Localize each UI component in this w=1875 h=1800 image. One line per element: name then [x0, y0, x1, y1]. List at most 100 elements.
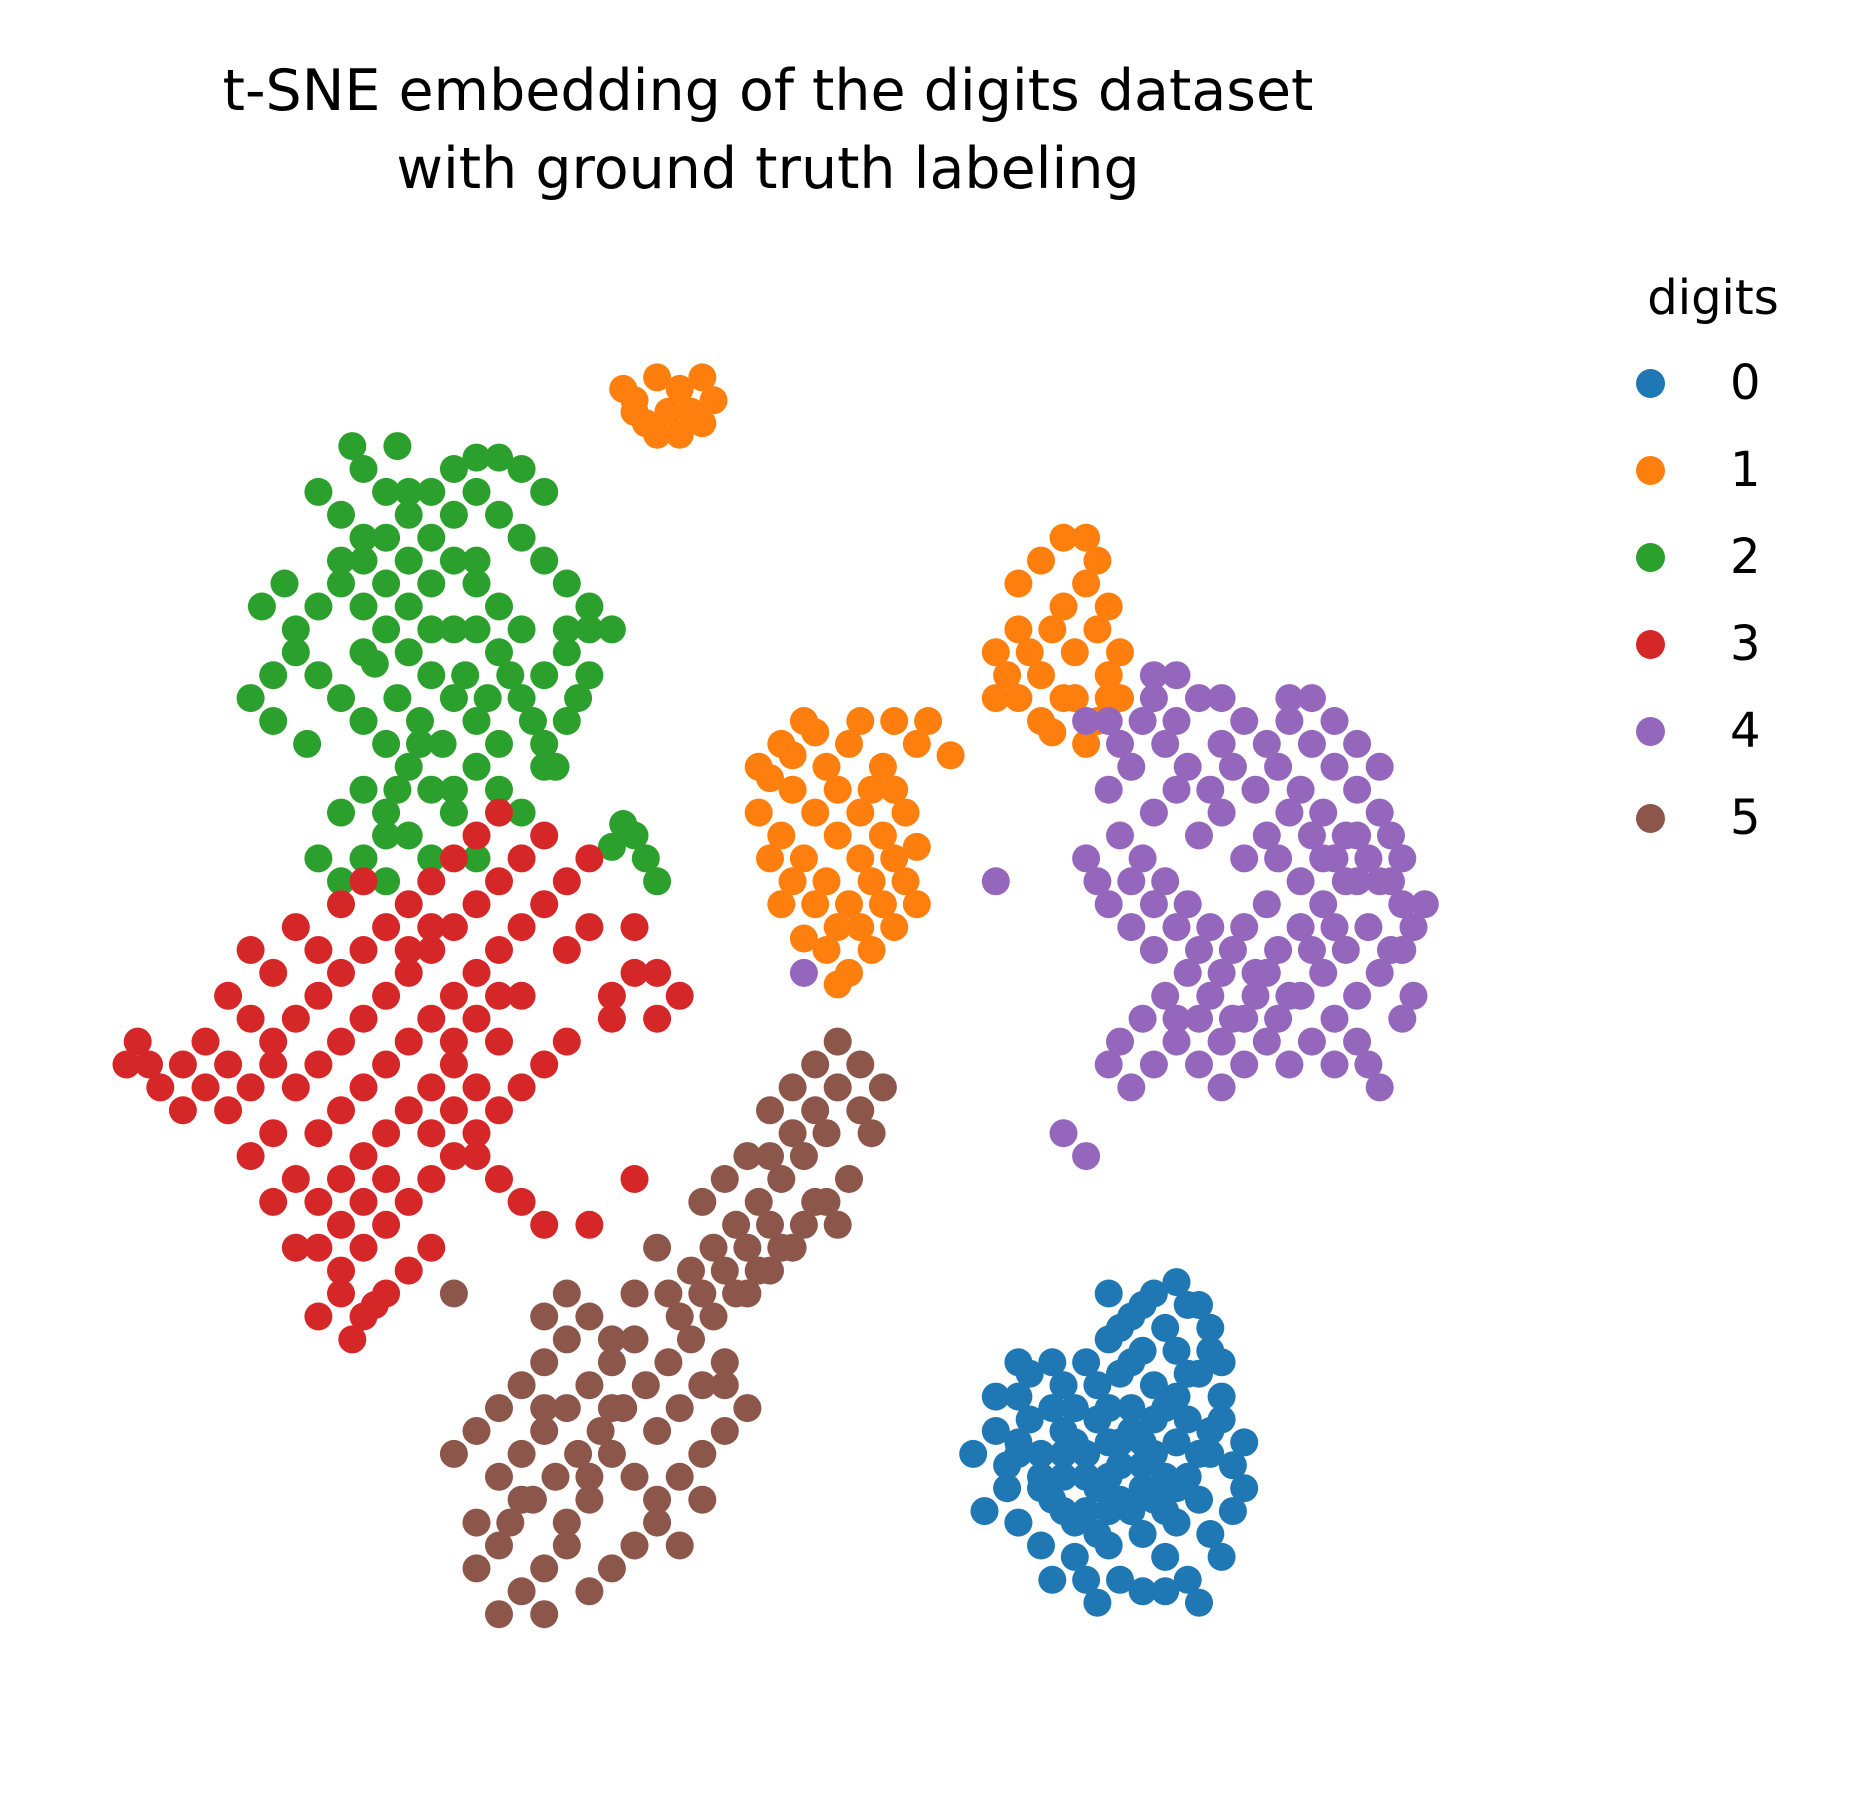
point-digit-1: [891, 798, 920, 827]
point-digit-4: [1207, 1027, 1236, 1056]
point-digit-0: [1083, 1588, 1112, 1617]
point-digit-2: [394, 500, 423, 529]
point-digit-2: [507, 615, 536, 644]
point-digit-2: [270, 569, 299, 598]
point-digit-3: [327, 1256, 355, 1285]
point-digit-3: [146, 1073, 175, 1102]
point-digit-1: [643, 363, 672, 392]
point-digit-0: [1139, 1371, 1168, 1400]
point-digit-2: [575, 661, 604, 690]
point-digit-4: [1185, 1004, 1213, 1033]
point-digit-2: [406, 707, 434, 735]
point-digit-5: [710, 1371, 739, 1400]
point-digit-3: [349, 867, 378, 896]
point-digit-3: [575, 1210, 604, 1239]
legend: digits 0 1 2 3 4 5: [1598, 268, 1828, 862]
point-digit-5: [643, 1233, 672, 1262]
point-digit-4: [1230, 913, 1259, 942]
point-digit-5: [688, 1485, 717, 1514]
point-digit-0: [1038, 1394, 1067, 1423]
point-digit-5: [597, 1394, 626, 1423]
point-digit-5: [597, 1439, 626, 1468]
point-digit-3: [439, 1050, 468, 1079]
series-1: [609, 363, 1134, 999]
point-digit-0: [1072, 1565, 1101, 1594]
point-digit-5: [643, 1485, 672, 1514]
point-digit-2: [439, 455, 468, 483]
point-digit-3: [327, 1165, 355, 1193]
point-digit-1: [1094, 661, 1123, 690]
point-digit-4: [1388, 1004, 1417, 1033]
point-digit-2: [631, 844, 660, 873]
point-digit-0: [1196, 1417, 1225, 1445]
point-digit-3: [281, 1233, 310, 1262]
point-digit-1: [936, 741, 965, 770]
point-digit-1: [778, 741, 807, 770]
point-digit-5: [733, 1394, 762, 1423]
point-digit-5: [756, 1096, 784, 1125]
point-digit-1: [1106, 638, 1134, 667]
point-digit-2: [439, 684, 468, 713]
point-digit-2: [394, 752, 423, 781]
point-digit-4: [1343, 981, 1372, 1010]
point-digit-4: [1162, 1004, 1191, 1033]
point-digit-5: [733, 1142, 762, 1171]
point-digit-2: [530, 661, 559, 690]
point-digit-4: [1264, 752, 1293, 781]
point-digit-5: [789, 1210, 818, 1239]
point-digit-4: [1410, 890, 1439, 919]
point-digit-5: [620, 1279, 649, 1308]
point-digit-2: [259, 661, 288, 690]
point-digit-3: [214, 1050, 243, 1079]
point-digit-1: [868, 890, 897, 919]
legend-entry-3: 3: [1598, 601, 1828, 688]
point-digit-5: [733, 1233, 762, 1262]
point-digit-4: [1162, 707, 1191, 735]
point-digit-1: [981, 638, 1010, 667]
point-digit-2: [417, 477, 446, 506]
point-digit-4: [1320, 1004, 1349, 1033]
point-digit-0: [1196, 1520, 1225, 1548]
point-digit-0: [1151, 1577, 1180, 1606]
point-digit-4: [1072, 1142, 1101, 1171]
point-digit-3: [123, 1027, 152, 1056]
point-digit-0: [1049, 1462, 1078, 1491]
point-digit-2: [327, 500, 355, 529]
point-digit-2: [451, 661, 480, 690]
point-digit-2: [349, 844, 378, 873]
point-digit-5: [631, 1371, 660, 1400]
point-digit-2: [327, 867, 355, 896]
point-digit-3: [349, 1004, 378, 1033]
point-digit-0: [1094, 1279, 1123, 1308]
point-digit-0: [1128, 1577, 1157, 1606]
point-digit-4: [1297, 684, 1326, 713]
point-digit-5: [575, 1577, 604, 1606]
point-digit-3: [168, 1096, 197, 1125]
point-digit-5: [846, 1096, 875, 1125]
point-digit-3: [462, 1004, 491, 1033]
point-digit-3: [485, 867, 513, 896]
point-digit-4: [1264, 936, 1293, 964]
legend-entries: 0 1 2 3 4 5: [1598, 340, 1828, 862]
point-digit-3: [327, 1027, 355, 1056]
point-digit-3: [417, 1165, 446, 1193]
point-digit-5: [778, 1073, 807, 1102]
point-digit-3: [485, 1096, 513, 1125]
point-digit-4: [1309, 958, 1338, 987]
point-digit-3: [394, 1096, 423, 1125]
point-digit-3: [575, 844, 604, 873]
point-digit-5: [485, 1600, 513, 1629]
point-digit-3: [485, 981, 513, 1010]
point-digit-0: [1218, 1497, 1247, 1526]
point-digit-4: [1252, 729, 1281, 758]
point-digit-0: [1128, 1451, 1157, 1480]
point-digit-4: [1388, 936, 1417, 964]
point-digit-2: [575, 615, 604, 644]
point-digit-4: [1106, 821, 1134, 850]
point-digit-4: [1343, 867, 1372, 896]
point-digit-1: [665, 374, 694, 403]
point-digit-4: [1343, 1027, 1372, 1056]
point-digit-1: [1027, 546, 1055, 575]
point-digit-3: [259, 1050, 288, 1079]
point-digit-3: [417, 1233, 446, 1262]
